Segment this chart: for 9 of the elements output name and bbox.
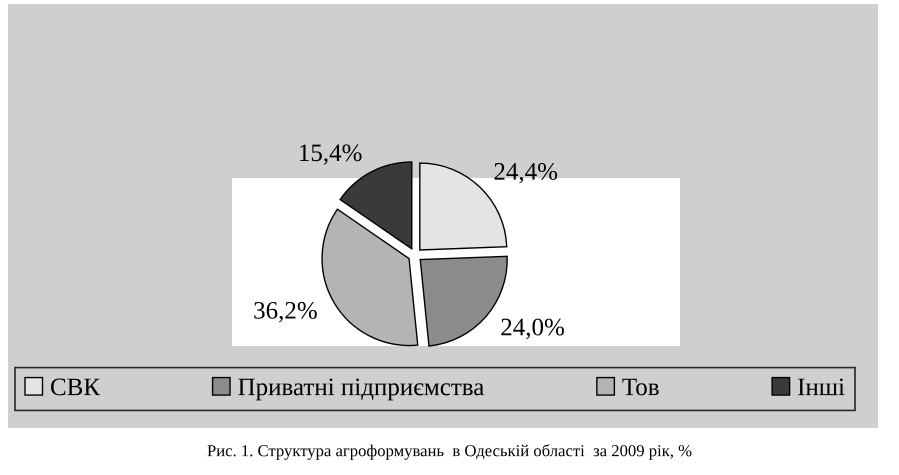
data-label: 15,4%: [300, 144, 362, 165]
data-label: 24,0%: [501, 318, 564, 340]
text: Рис. 1. Структура агроформувань в Одеській області за 2009 рік, %: [207, 444, 692, 460]
legend-label: Тов: [622, 378, 659, 396]
data-label: 36,2%: [254, 302, 317, 322]
legend-label: Приватні підприємства: [238, 378, 484, 400]
legend-label: СВК: [51, 378, 100, 396]
legend-label: Інші: [798, 378, 845, 396]
data-label: 24,4%: [494, 162, 558, 184]
